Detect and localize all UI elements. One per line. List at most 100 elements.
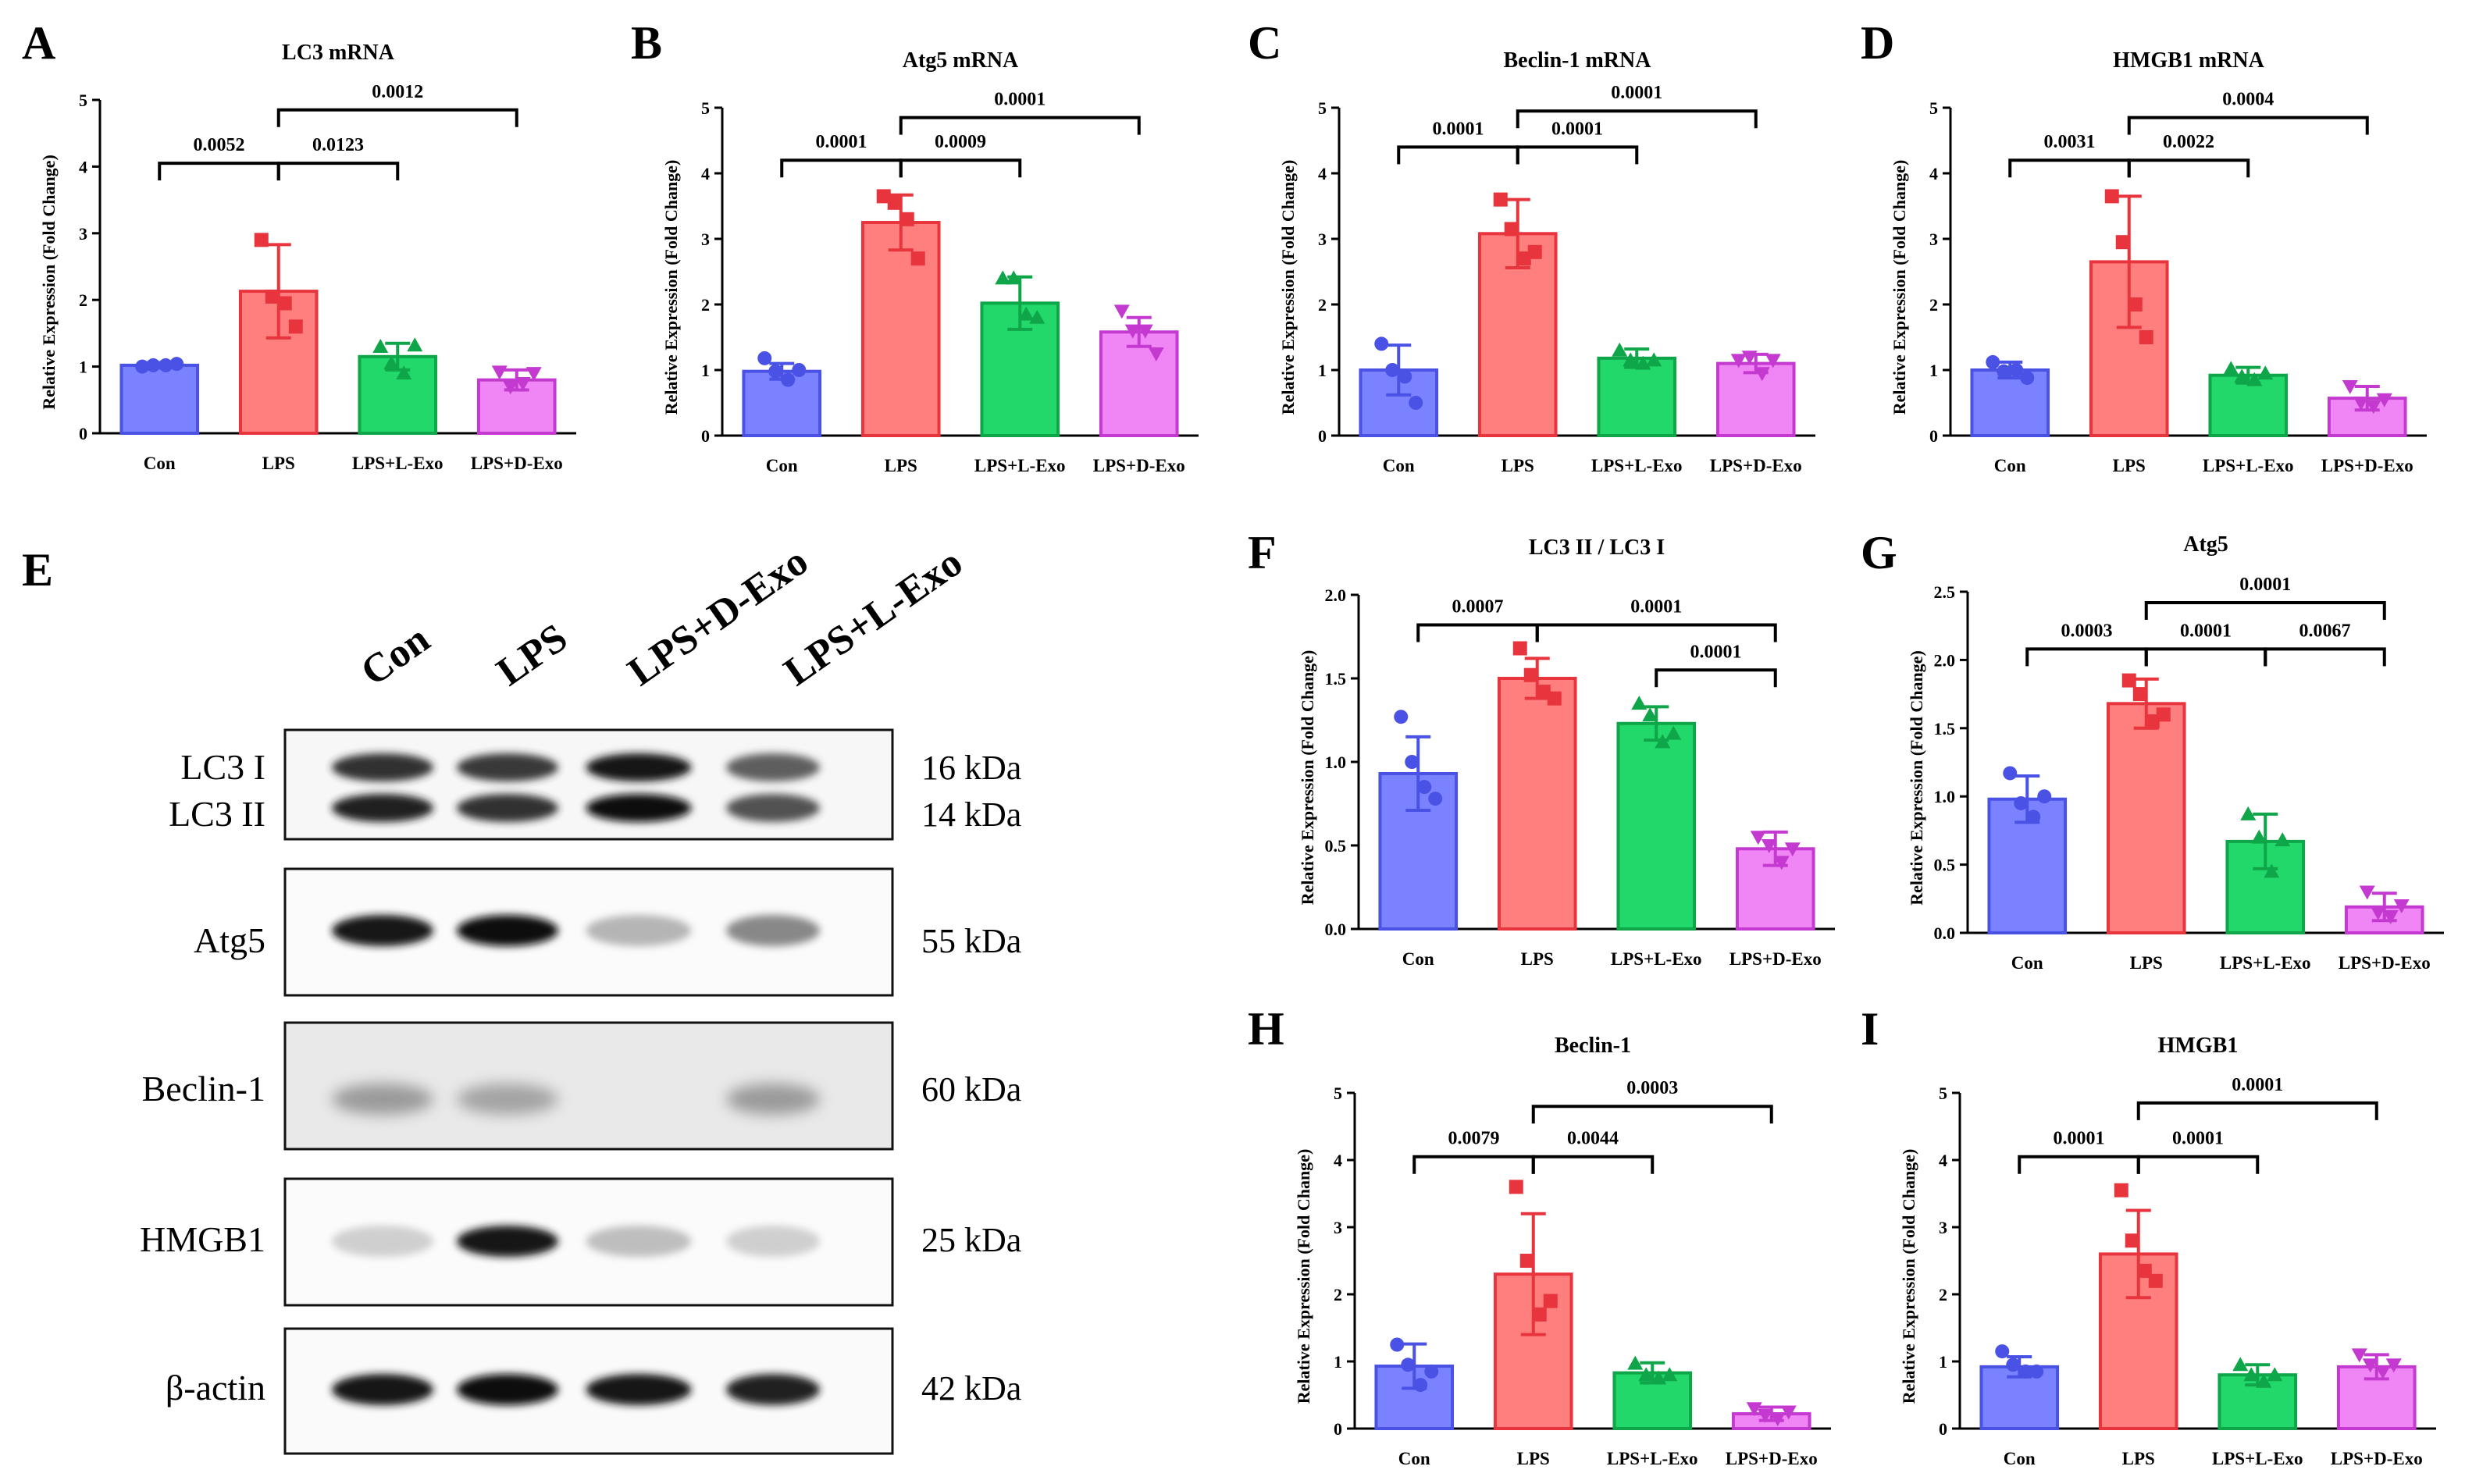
- y-tick-label: 0: [1929, 426, 1938, 446]
- y-tick-label: 1: [1929, 361, 1938, 380]
- bar-lps: [860, 221, 941, 437]
- data-point: [1527, 244, 1542, 259]
- category-label: Con: [1402, 949, 1434, 969]
- p-value-label: 0.0031: [2044, 132, 2096, 152]
- data-point: [1536, 685, 1551, 699]
- data-point: [2156, 707, 2171, 722]
- data-point: [1413, 1378, 1428, 1393]
- category-label: LPS+D-Exo: [471, 454, 563, 473]
- y-axis-label: Relative Expression (Fold Change): [1278, 160, 1298, 415]
- panel-letter: H: [1248, 1003, 1284, 1055]
- p-value-label: 0.0079: [1448, 1129, 1500, 1149]
- data-point: [2114, 1183, 2128, 1198]
- data-point: [2029, 1364, 2044, 1379]
- y-tick-label: 1.0: [1934, 787, 1956, 806]
- data-point: [1523, 667, 1538, 682]
- data-point: [1642, 707, 1658, 722]
- p-value-label: 0.0001: [1433, 119, 1484, 139]
- data-point: [2240, 806, 2257, 820]
- category-label: LPS+L-Exo: [974, 456, 1066, 475]
- data-point: [1765, 354, 1781, 368]
- y-axis-label: Relative Expression (Fold Change): [1294, 1149, 1313, 1404]
- data-point: [1424, 1364, 1439, 1379]
- y-tick-label: 2: [1334, 1285, 1342, 1304]
- y-tick-label: 0.0: [1934, 923, 1956, 943]
- p-value-label: 0.0022: [2163, 132, 2214, 152]
- data-point: [1627, 1355, 1644, 1370]
- y-tick-label: 3: [701, 230, 710, 249]
- wb-band: [332, 1374, 433, 1405]
- data-point: [491, 365, 508, 380]
- data-point: [2234, 368, 2250, 383]
- p-value-label: 0.0123: [312, 135, 364, 155]
- y-axis-label: Relative Expression (Fold Change): [1907, 650, 1926, 906]
- data-point: [1638, 1367, 1655, 1382]
- data-point: [1519, 1254, 1534, 1268]
- wb-kda-label: 42 kDa: [921, 1369, 1021, 1407]
- y-tick-label: 4: [1929, 164, 1938, 183]
- data-point: [502, 380, 518, 395]
- panel-letter: I: [1861, 1003, 1879, 1055]
- category-label: Con: [2011, 953, 2043, 973]
- category-label: LPS+D-Exo: [1093, 456, 1185, 475]
- bar-lps: [1497, 677, 1577, 931]
- significance-bracket: [1397, 145, 1519, 165]
- significance-bracket: [2144, 600, 2386, 620]
- y-tick-label: 3: [1318, 230, 1327, 249]
- significance-bracket: [1655, 668, 1777, 688]
- category-label: Con: [144, 454, 176, 473]
- data-point: [2376, 393, 2392, 407]
- data-point: [159, 358, 173, 372]
- wb-protein-label: LC3 I: [180, 747, 265, 787]
- data-point: [1029, 309, 1046, 324]
- p-value-label: 0.0001: [2180, 621, 2232, 641]
- category-label: LPS: [2122, 1449, 2155, 1468]
- bar-lps: [238, 290, 319, 435]
- data-point: [1780, 1405, 1797, 1420]
- chart-F: LC3 II / LC3 I Relative Expression (Fold …: [1298, 536, 1835, 969]
- category-label: Con: [1994, 456, 2026, 475]
- data-point: [1428, 792, 1443, 806]
- data-point: [2037, 789, 2052, 804]
- data-point: [2121, 673, 2136, 688]
- wb-protein-label: Atg5: [194, 920, 265, 960]
- data-point: [1018, 306, 1035, 321]
- data-point: [1137, 324, 1153, 339]
- data-point: [1761, 839, 1777, 853]
- panel-letter: F: [1248, 527, 1277, 578]
- data-point: [2365, 400, 2381, 415]
- y-tick-label: 4: [79, 157, 87, 176]
- significance-bracket: [276, 162, 400, 181]
- data-point: [2382, 910, 2399, 925]
- category-label: LPS+D-Exo: [1726, 1449, 1818, 1468]
- y-tick-label: 1: [1334, 1352, 1342, 1372]
- wb-band: [726, 794, 820, 822]
- panel-letter: E: [22, 544, 53, 596]
- data-point: [1623, 352, 1639, 367]
- data-point: [1390, 1337, 1405, 1352]
- bar-con: [1970, 368, 2050, 437]
- data-point: [1986, 354, 2000, 369]
- data-point: [2014, 795, 2029, 810]
- wb-kda-label: 16 kDa: [921, 749, 1021, 787]
- data-point: [2370, 906, 2386, 920]
- wb-band: [332, 753, 433, 781]
- data-point: [899, 212, 914, 226]
- wb-band: [457, 915, 558, 946]
- category-label: LPS+L-Exo: [352, 454, 443, 473]
- panel-letter: A: [22, 17, 55, 69]
- chart-title: Atg5 mRNA: [903, 48, 1019, 73]
- data-point: [169, 357, 184, 372]
- significance-bracket: [899, 116, 1141, 135]
- p-value-label: 0.0001: [2232, 1075, 2283, 1095]
- category-label: LPS+D-Exo: [2331, 1449, 2423, 1468]
- bar-charts: LC3 mRNA Relative Expression (Fold Change…: [39, 41, 2444, 1468]
- data-point: [2243, 1367, 2260, 1382]
- bar-lps-l-exo: [1616, 721, 1697, 931]
- data-point: [2359, 885, 2375, 900]
- wb-protein-label: LC3 II: [169, 794, 265, 834]
- data-point: [2137, 1263, 2152, 1278]
- p-value-label: 0.0001: [1611, 83, 1662, 103]
- data-point: [2374, 1365, 2391, 1379]
